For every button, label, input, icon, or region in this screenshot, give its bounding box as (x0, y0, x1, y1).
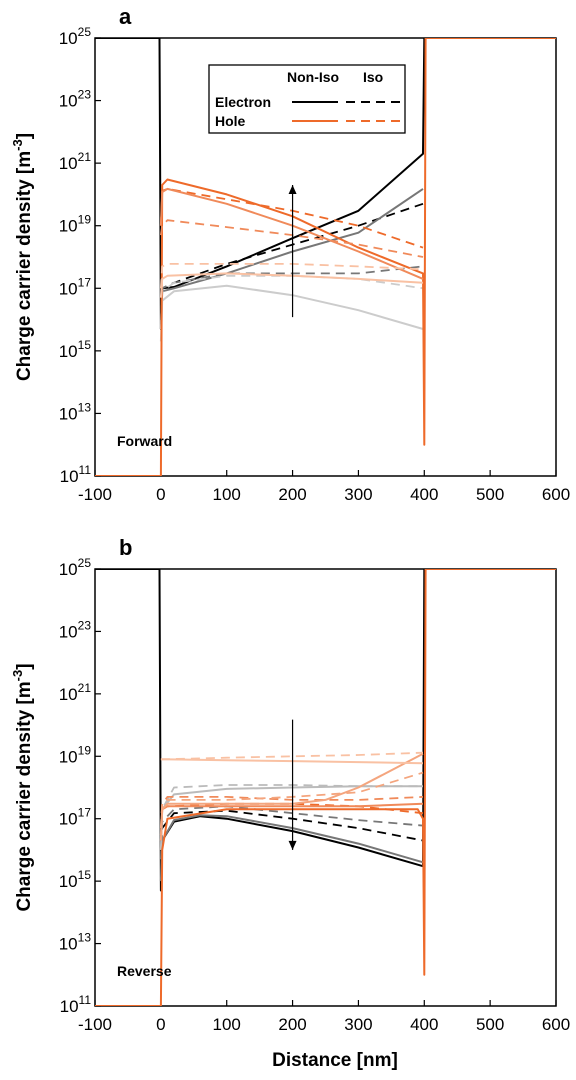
electron-non-iso-line (159, 284, 424, 342)
panel-letter: b (119, 535, 132, 560)
y-tick-label: 1025 (59, 25, 92, 48)
x-axis-label: Distance [nm] (272, 1050, 398, 1071)
y-tick-label: 1013 (59, 931, 92, 954)
hole-iso-line (160, 796, 424, 829)
x-tick-label: 300 (344, 1015, 372, 1034)
plot-frame (94, 568, 557, 1007)
series-group (95, 569, 556, 1006)
electron-iso-line (160, 784, 423, 850)
plot-frame (94, 37, 557, 477)
y-tick-label: 1019 (59, 213, 92, 236)
y-tick-label: 1011 (60, 993, 92, 1016)
legend-row-label: Hole (215, 113, 246, 129)
y-tick-label: 1019 (59, 743, 92, 766)
x-tick-label: 400 (410, 1015, 438, 1034)
hole-iso-line (160, 219, 424, 258)
panel-b: b -100 0 100 200 300 400 500 600 1011 1013 1015 1017… (10, 535, 570, 1034)
x-tick-label: -100 (78, 1015, 112, 1034)
hole-iso-line (160, 263, 424, 289)
hole-non-iso-line (159, 752, 424, 841)
x-tick-label: 0 (156, 485, 165, 504)
y-tick-label: 1025 (59, 556, 92, 579)
electron-iso-line (160, 809, 424, 860)
x-tick-label: 600 (542, 1015, 570, 1034)
x-tick-label: 500 (476, 485, 504, 504)
series-group (95, 38, 556, 476)
x-tick-label: 200 (278, 485, 306, 504)
x-tick-label: 600 (542, 485, 570, 504)
direction-label: Reverse (117, 963, 172, 979)
x-tick-label: -100 (78, 485, 112, 504)
legend-col-header: Non-Iso (287, 69, 339, 85)
y-tick-label: 1017 (59, 806, 92, 829)
electron-iso-line (160, 274, 424, 330)
x-tick-label: 0 (156, 1015, 165, 1034)
trend-arrow-head (288, 185, 297, 195)
y-axis-label: Charge carrier density [m-3] (10, 663, 35, 911)
hole-iso-line (160, 771, 424, 829)
y-tick-label: 1015 (59, 868, 92, 891)
x-tick-label: 100 (213, 1015, 241, 1034)
trend-arrow-head (288, 840, 297, 850)
y-tick-label: 1015 (59, 338, 92, 361)
hole-non-iso-line (95, 569, 556, 1006)
y-axis-label: Charge carrier density [m-3] (10, 133, 35, 381)
x-tick-label: 200 (278, 1015, 306, 1034)
direction-label: Forward (117, 433, 172, 449)
hole-non-iso-line (159, 272, 424, 298)
y-tick-label: 1017 (59, 275, 92, 298)
y-tick-label: 1023 (59, 618, 92, 641)
hole-non-iso-line (160, 758, 424, 765)
panel-a: a -100 0 100 200 300 400 500 600 1011 1013 1015 1017… (10, 4, 570, 504)
y-tick-label: 1023 (59, 88, 92, 111)
y-tick-label: 1011 (60, 463, 92, 486)
x-tick-label: 300 (344, 485, 372, 504)
x-tick-label: 500 (476, 1015, 504, 1034)
y-tick-label: 1021 (59, 681, 92, 704)
legend: Non-Iso Iso Electron Hole (208, 64, 406, 134)
y-tick-label: 1021 (59, 150, 92, 173)
legend-col-header: Iso (363, 69, 383, 85)
panel-letter: a (119, 4, 132, 29)
legend-row-label: Electron (215, 94, 271, 110)
x-tick-label: 400 (410, 485, 438, 504)
hole-iso-line (160, 751, 424, 761)
y-tick-label: 1013 (59, 400, 92, 423)
hole-non-iso-line (159, 187, 424, 280)
x-tick-label: 100 (213, 485, 241, 504)
